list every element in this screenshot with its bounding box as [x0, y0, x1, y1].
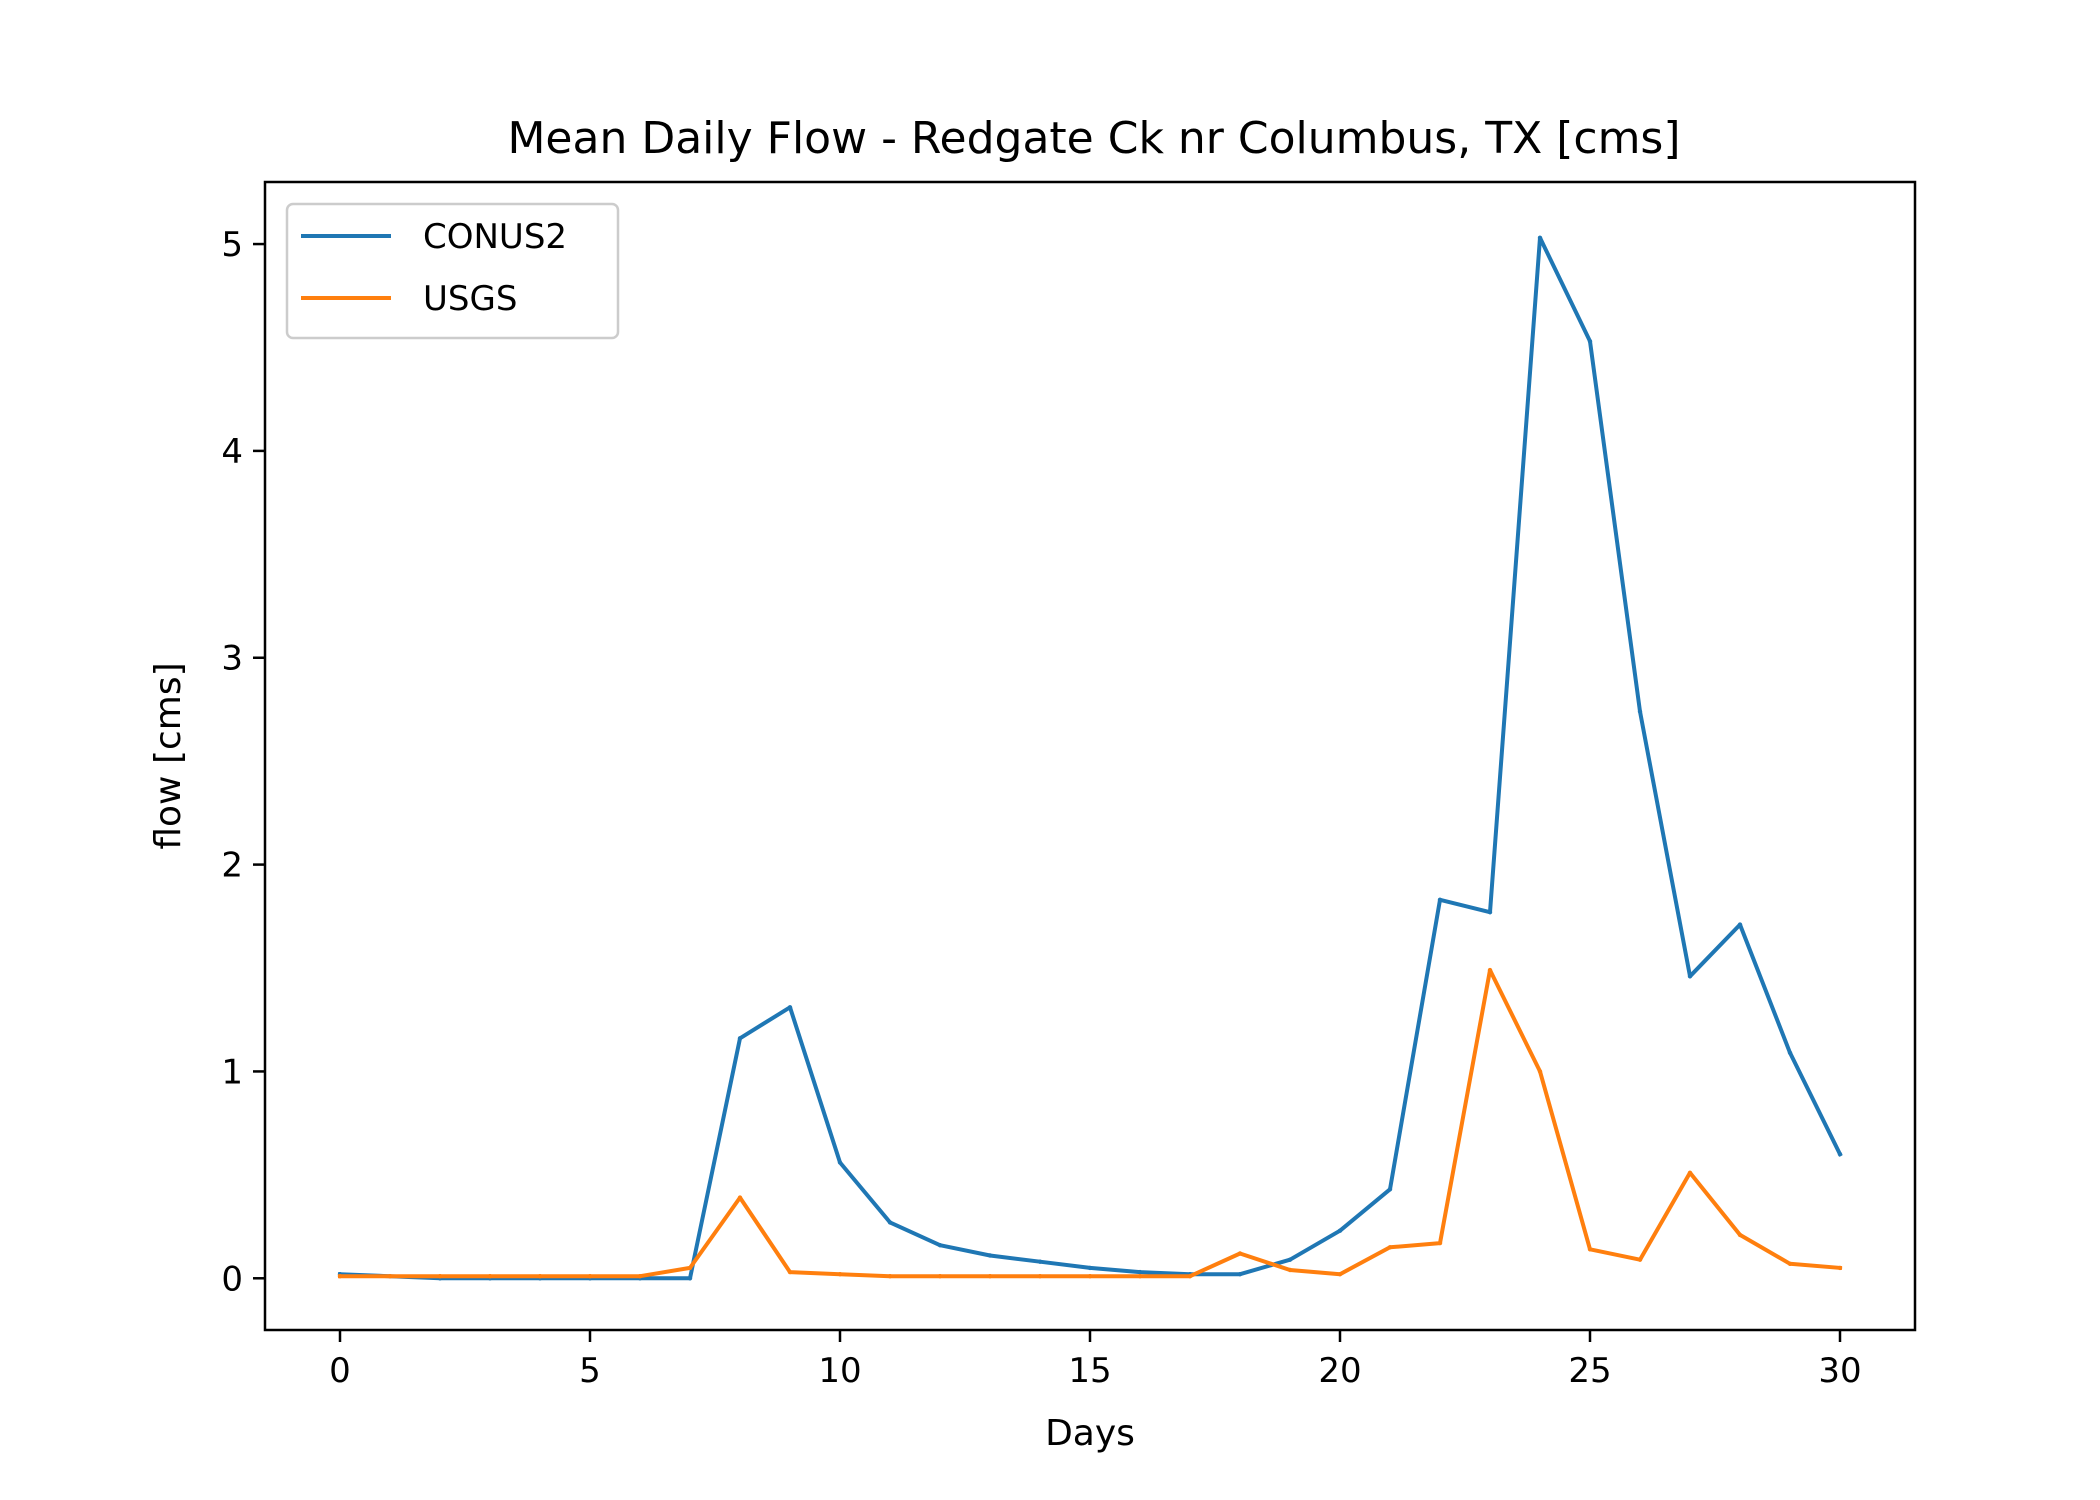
series-line-conus2 [337, 235, 1843, 1281]
data-point-usgs [687, 1265, 693, 1271]
plot-area [337, 235, 1843, 1281]
y-tick-label: 2 [221, 846, 243, 886]
data-point-conus2 [1337, 1228, 1343, 1233]
data-point-usgs [587, 1274, 593, 1279]
y-tick-label: 5 [221, 225, 243, 265]
y-tick-label: 0 [221, 1259, 243, 1299]
x-axis-label: Days [1045, 1413, 1135, 1454]
data-point-conus2 [987, 1253, 993, 1258]
axis-ticks: 0 5 10 15 20 25 30 0 1 2 3 4 5 [221, 225, 1861, 1391]
y-tick-label: 1 [221, 1052, 243, 1092]
chart-title: Mean Daily Flow - Redgate Ck nr Columbus… [507, 113, 1680, 164]
data-point-usgs [537, 1274, 543, 1279]
x-tick-label: 0 [329, 1351, 351, 1391]
data-point-usgs [437, 1274, 443, 1279]
x-tick-label: 20 [1318, 1351, 1361, 1391]
data-point-conus2 [1237, 1272, 1243, 1277]
legend: CONUS2 USGS [285, 202, 620, 340]
data-point-usgs [1287, 1267, 1293, 1273]
data-point-usgs [337, 1274, 343, 1279]
data-point-usgs [1637, 1257, 1643, 1262]
y-axis-label: flow [cms] [148, 662, 189, 849]
x-tick-label: 5 [579, 1351, 601, 1391]
x-tick-label: 30 [1818, 1351, 1861, 1391]
data-point-conus2 [1387, 1187, 1393, 1192]
data-point-usgs [1337, 1272, 1343, 1277]
data-point-conus2 [687, 1276, 693, 1281]
data-point-usgs [1387, 1245, 1393, 1250]
data-point-usgs [937, 1274, 943, 1279]
data-point-usgs [1087, 1274, 1093, 1279]
data-point-usgs [1437, 1240, 1443, 1246]
data-point-usgs [1187, 1274, 1193, 1279]
data-point-usgs [1687, 1170, 1693, 1176]
data-point-usgs [1537, 1069, 1543, 1074]
legend-label-conus2: CONUS2 [423, 217, 567, 257]
data-point-conus2 [1737, 922, 1743, 927]
data-point-usgs [837, 1272, 843, 1277]
x-tick-label: 10 [818, 1351, 861, 1391]
series-line-usgs [338, 968, 1843, 1279]
x-tick-label: 25 [1568, 1351, 1611, 1391]
data-point-usgs [1237, 1251, 1243, 1256]
data-point-conus2 [1837, 1152, 1843, 1157]
y-tick-label: 3 [221, 639, 243, 679]
data-point-conus2 [787, 1005, 793, 1010]
data-point-usgs [1787, 1261, 1793, 1267]
data-point-usgs [1737, 1232, 1743, 1238]
data-point-usgs [1837, 1265, 1843, 1271]
data-point-conus2 [1787, 1050, 1793, 1056]
data-point-usgs [737, 1195, 743, 1200]
legend-label-usgs: USGS [423, 279, 517, 319]
data-point-usgs [887, 1274, 893, 1279]
data-point-conus2 [1687, 974, 1693, 979]
data-point-conus2 [1137, 1269, 1143, 1275]
data-point-conus2 [937, 1243, 943, 1248]
data-point-conus2 [1587, 339, 1593, 344]
data-point-usgs [1137, 1274, 1143, 1279]
x-tick-label: 15 [1068, 1351, 1111, 1391]
data-point-conus2 [1037, 1259, 1043, 1264]
data-point-usgs [1487, 967, 1493, 973]
plot-frame [263, 180, 1917, 1332]
data-point-conus2 [1437, 897, 1443, 902]
data-point-conus2 [837, 1160, 843, 1165]
data-point-usgs [487, 1274, 493, 1279]
data-point-conus2 [1637, 709, 1643, 714]
data-point-conus2 [737, 1036, 743, 1041]
data-point-usgs [637, 1274, 643, 1279]
data-point-conus2 [887, 1220, 893, 1225]
data-point-usgs [1587, 1247, 1593, 1252]
data-point-usgs [1037, 1274, 1043, 1279]
data-point-usgs [387, 1274, 393, 1279]
data-point-conus2 [1087, 1265, 1093, 1271]
data-point-usgs [787, 1269, 793, 1275]
data-point-conus2 [1287, 1257, 1293, 1262]
y-tick-label: 4 [221, 432, 243, 472]
data-point-usgs [987, 1274, 993, 1279]
data-point-conus2 [1537, 235, 1543, 240]
data-point-conus2 [1487, 910, 1493, 915]
